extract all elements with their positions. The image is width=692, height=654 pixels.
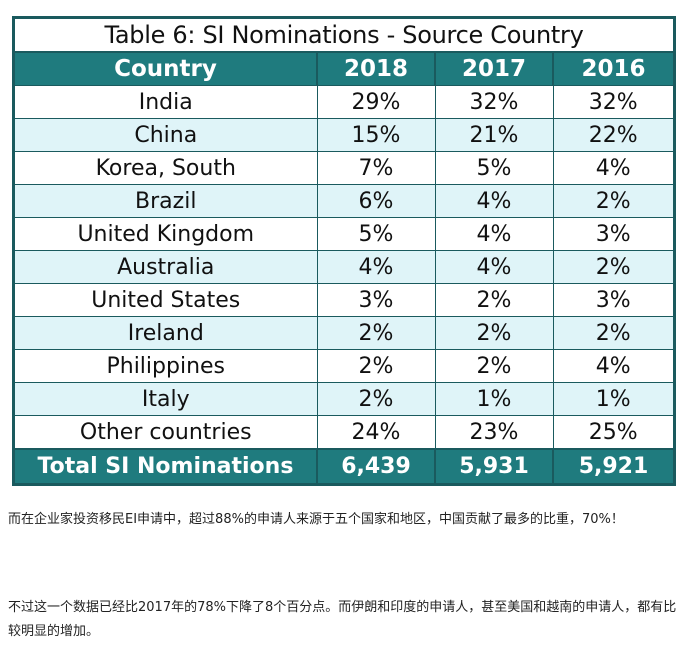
country-cell: United States [15, 283, 317, 317]
header-2018: 2018 [316, 53, 435, 86]
value-2016-cell: 2% [552, 184, 673, 218]
value-2016-cell: 3% [552, 217, 673, 251]
value-2016-cell: 1% [552, 382, 673, 416]
table-row: Korea, South 7% 5% 4% [15, 151, 673, 185]
nominations-table: Country 2018 2017 2016 India 29% 32% 32%… [15, 53, 673, 483]
header-country: Country [15, 53, 317, 86]
country-cell: Ireland [15, 316, 317, 350]
value-2016-cell: 4% [552, 349, 673, 383]
value-2018-cell: 7% [316, 151, 435, 185]
header-2017: 2017 [434, 53, 553, 86]
value-2017-cell: 2% [434, 349, 553, 383]
value-2016-cell: 2% [552, 316, 673, 350]
total-2017-cell: 5,931 [434, 448, 553, 483]
paragraph-ei-applicants: 而在企业家投资移民EI申请中，超过88%的申请人来源于五个国家和地区，中国贡献了… [8, 512, 624, 527]
value-2018-cell: 15% [316, 118, 435, 152]
table-total-row: Total SI Nominations 6,439 5,931 5,921 [15, 448, 673, 483]
table-row: Philippines 2% 2% 4% [15, 349, 673, 383]
table-title: Table 6: SI Nominations - Source Country [15, 19, 673, 53]
table-header-row: Country 2018 2017 2016 [15, 53, 673, 86]
value-2017-cell: 1% [434, 382, 553, 416]
value-2016-cell: 25% [552, 415, 673, 449]
total-label-cell: Total SI Nominations [15, 448, 317, 483]
value-2018-cell: 2% [316, 316, 435, 350]
value-2016-cell: 2% [552, 250, 673, 284]
value-2018-cell: 5% [316, 217, 435, 251]
value-2016-cell: 4% [552, 151, 673, 185]
value-2017-cell: 2% [434, 283, 553, 317]
value-2017-cell: 4% [434, 250, 553, 284]
country-cell: Philippines [15, 349, 317, 383]
country-cell: India [15, 85, 317, 119]
value-2016-cell: 3% [552, 283, 673, 317]
value-2018-cell: 2% [316, 382, 435, 416]
paragraph-decline-note: 不过这一个数据已经比2017年的78%下降了8个百分点。而伊朗和印度的申请人，甚… [8, 600, 677, 639]
table-row: India 29% 32% 32% [15, 85, 673, 119]
nominations-table-frame: Table 6: SI Nominations - Source Country… [12, 16, 676, 486]
value-2018-cell: 24% [316, 415, 435, 449]
value-2018-cell: 3% [316, 283, 435, 317]
value-2017-cell: 4% [434, 217, 553, 251]
table-row: Italy 2% 1% 1% [15, 382, 673, 416]
table-row: Brazil 6% 4% 2% [15, 184, 673, 218]
country-cell: China [15, 118, 317, 152]
value-2016-cell: 32% [552, 85, 673, 119]
total-2016-cell: 5,921 [552, 448, 673, 483]
country-cell: Other countries [15, 415, 317, 449]
country-cell: Brazil [15, 184, 317, 218]
value-2017-cell: 21% [434, 118, 553, 152]
table-row: China 15% 21% 22% [15, 118, 673, 152]
country-cell: United Kingdom [15, 217, 317, 251]
country-cell: Korea, South [15, 151, 317, 185]
value-2017-cell: 23% [434, 415, 553, 449]
value-2018-cell: 6% [316, 184, 435, 218]
country-cell: Italy [15, 382, 317, 416]
table-row: Other countries 24% 23% 25% [15, 415, 673, 449]
value-2016-cell: 22% [552, 118, 673, 152]
value-2017-cell: 4% [434, 184, 553, 218]
value-2018-cell: 29% [316, 85, 435, 119]
header-2016: 2016 [552, 53, 673, 86]
value-2018-cell: 2% [316, 349, 435, 383]
total-2018-cell: 6,439 [316, 448, 435, 483]
table-row: United Kingdom 5% 4% 3% [15, 217, 673, 251]
country-cell: Australia [15, 250, 317, 284]
table-row: Australia 4% 4% 2% [15, 250, 673, 284]
value-2017-cell: 2% [434, 316, 553, 350]
table-row: United States 3% 2% 3% [15, 283, 673, 317]
table-row: Ireland 2% 2% 2% [15, 316, 673, 350]
value-2018-cell: 4% [316, 250, 435, 284]
value-2017-cell: 32% [434, 85, 553, 119]
value-2017-cell: 5% [434, 151, 553, 185]
